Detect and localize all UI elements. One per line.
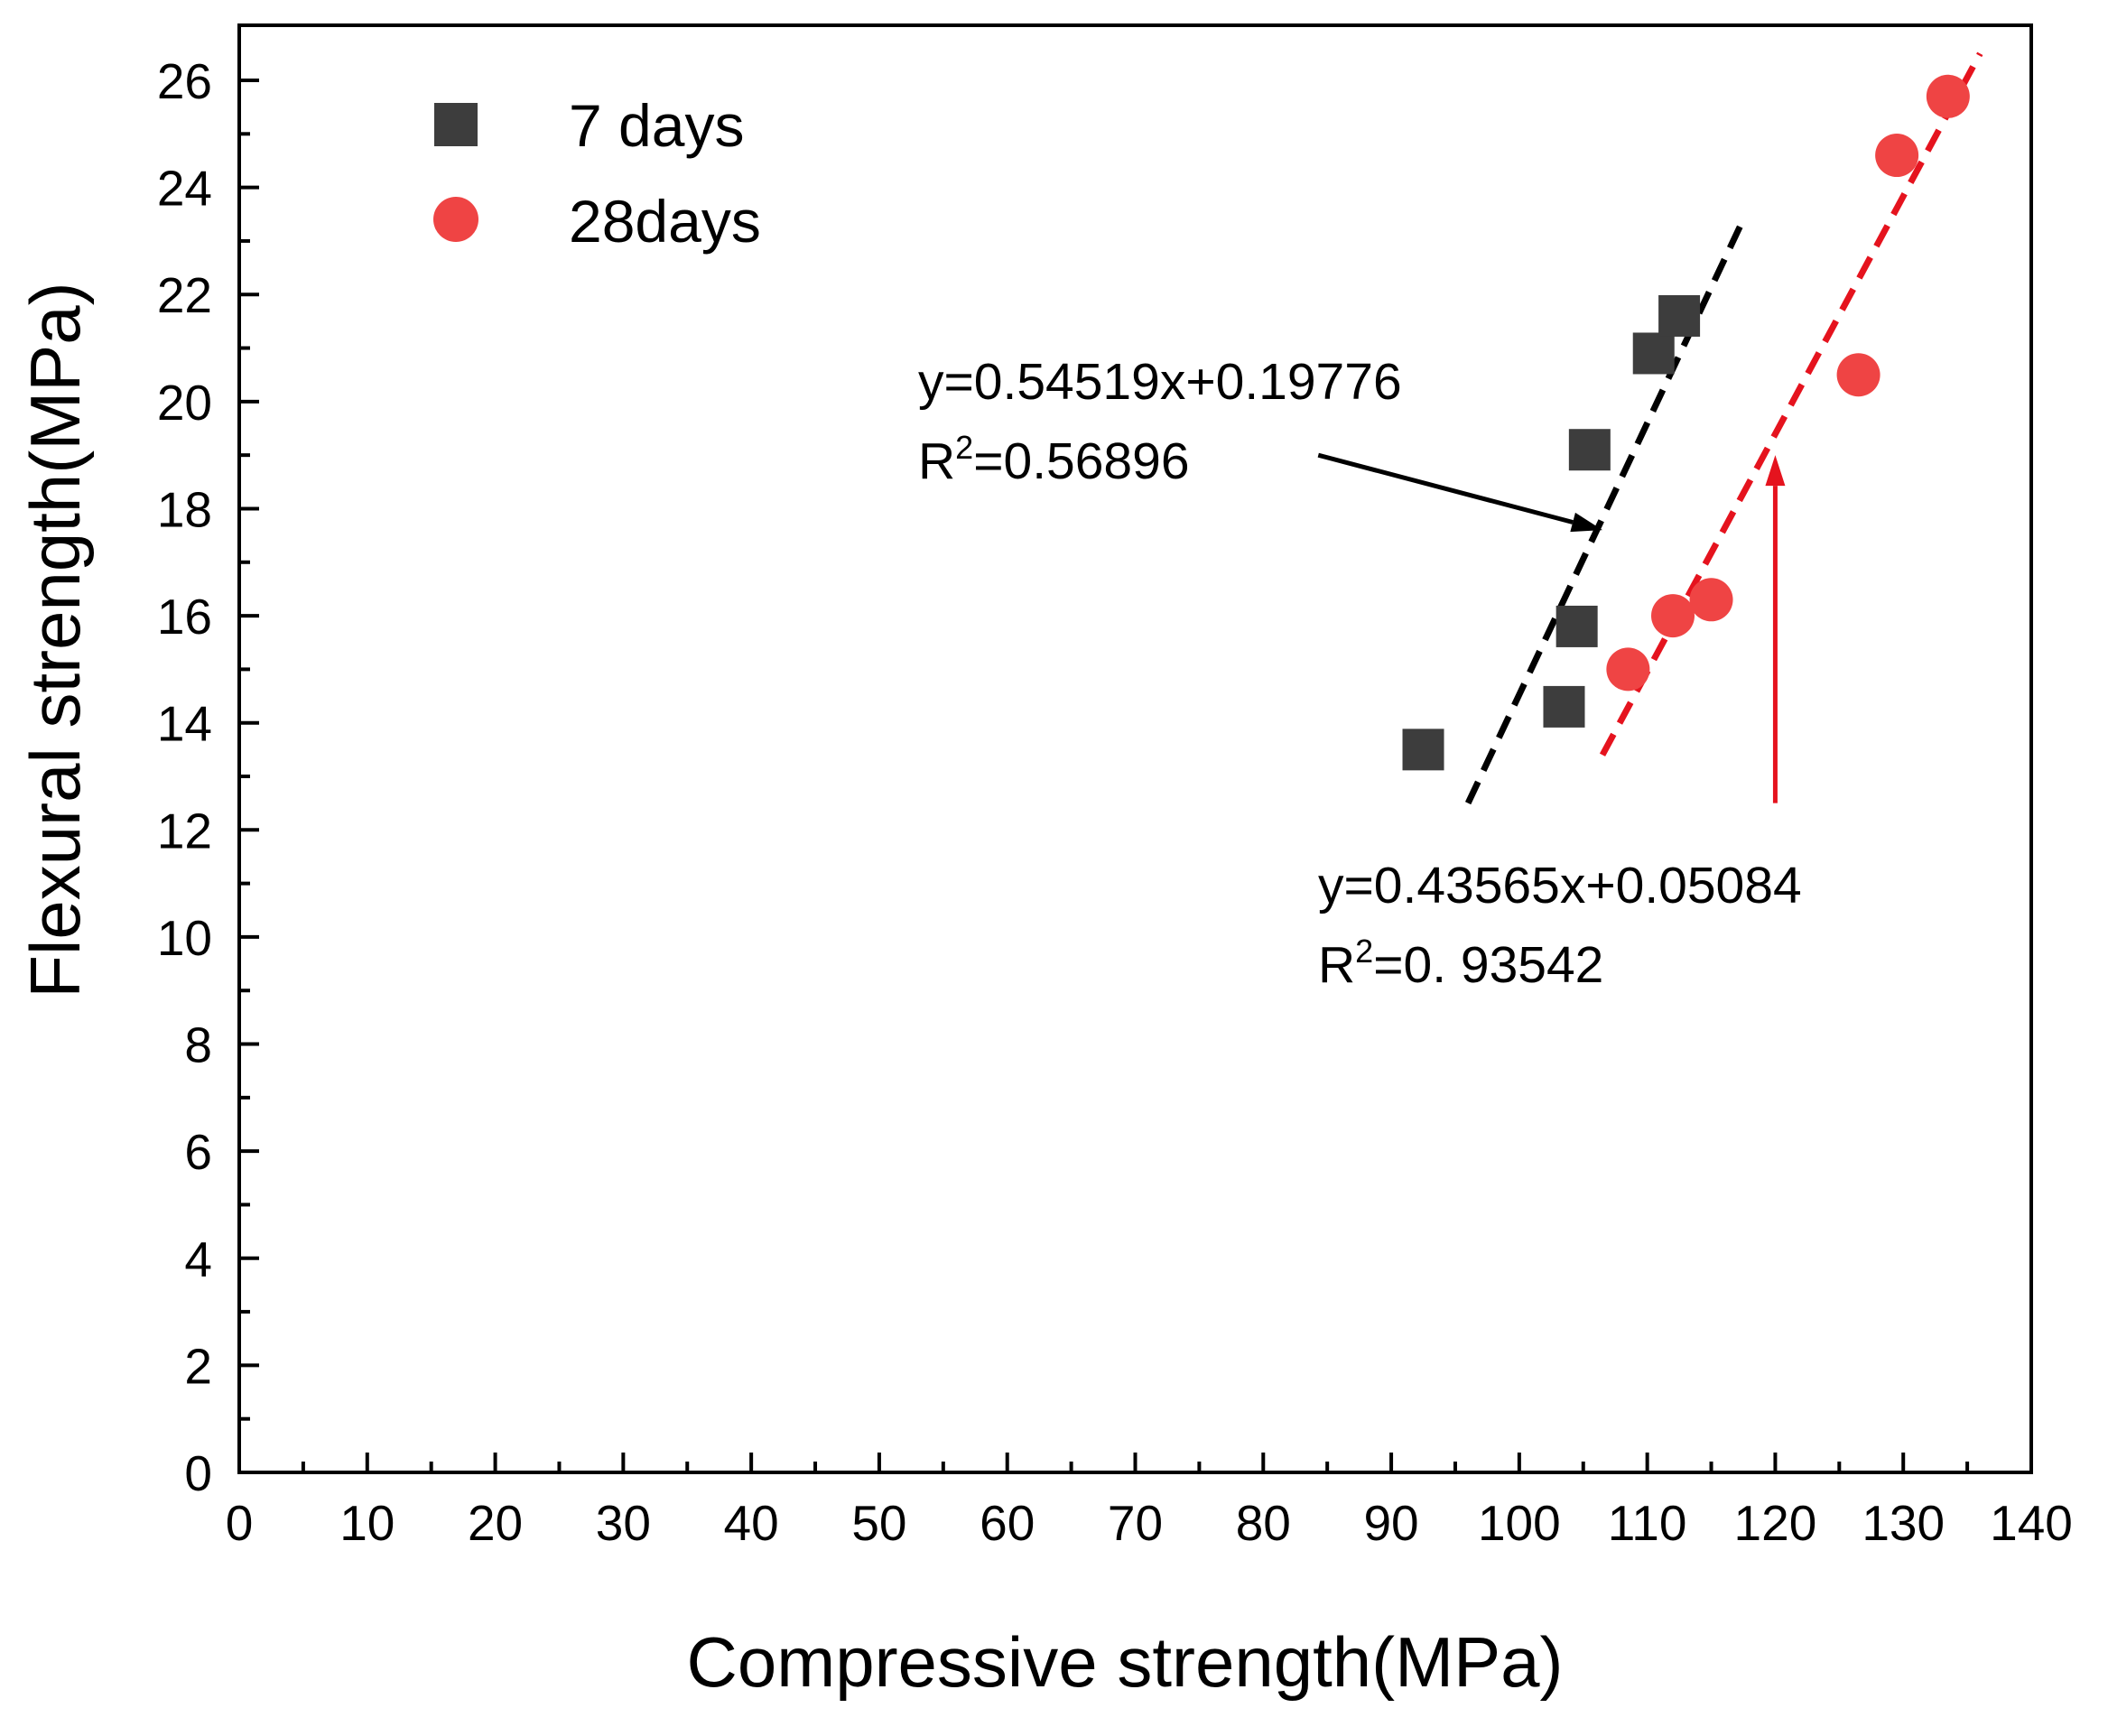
annotation-arrow-7-days (1317, 452, 1574, 525)
x-tick-label: 80 (1236, 1495, 1291, 1551)
fit-equation-7-days: y=0.54519x+0.19776 (918, 353, 1402, 411)
y-tick-label: 8 (184, 1017, 212, 1073)
data-point-28days (1689, 578, 1733, 622)
plot-frame (237, 23, 2033, 1474)
fit-line-7-days (1464, 218, 1747, 805)
x-tick-label: 70 (1108, 1495, 1163, 1551)
x-tick-label: 30 (596, 1495, 651, 1551)
legend-label-28days: 28days (569, 188, 761, 255)
data-point-28days (1651, 594, 1695, 638)
y-tick-label: 24 (157, 161, 212, 217)
fit-line-28days (1599, 51, 1983, 757)
y-tick-label: 12 (157, 803, 212, 859)
data-point-7-days (1568, 429, 1611, 471)
data-point-7-days (1402, 729, 1444, 771)
y-tick-label: 6 (184, 1124, 212, 1180)
annotation-7-days: y=0.54519x+0.19776 R2=0.56896 (918, 353, 1402, 490)
x-tick-label: 100 (1478, 1495, 1561, 1551)
data-point-7-days (1632, 332, 1675, 375)
x-tick-label: 50 (851, 1495, 906, 1551)
annotation-arrow-7-days-head (1570, 512, 1603, 533)
x-tick-label: 140 (1990, 1495, 2073, 1551)
x-tick-label: 40 (724, 1495, 779, 1551)
data-point-28days (1836, 353, 1880, 397)
y-tick-label: 22 (157, 267, 212, 323)
y-tick-label: 0 (184, 1445, 212, 1501)
y-tick-label: 16 (157, 589, 212, 645)
y-tick-label: 26 (157, 53, 212, 109)
fit-r2-28days: R2=0. 93542 (1318, 933, 1603, 994)
x-tick-label: 120 (1734, 1495, 1817, 1551)
x-tick-label: 110 (1608, 1495, 1687, 1551)
fit-r2-7-days: R2=0.56896 (918, 429, 1190, 490)
legend-marker-28days (433, 197, 478, 242)
y-tick-label: 14 (157, 696, 212, 752)
legend-marker-7-days (434, 103, 478, 146)
x-tick-label: 20 (468, 1495, 523, 1551)
x-tick-label: 10 (339, 1495, 395, 1551)
data-point-7-days (1555, 605, 1598, 647)
data-point-28days (1606, 647, 1650, 692)
data-point-7-days (1543, 685, 1585, 728)
fit-equation-28days: y=0.43565x+0.05084 (1318, 857, 1802, 914)
x-tick-label: 60 (980, 1495, 1035, 1551)
annotation-arrow-28days-head (1765, 455, 1786, 487)
x-tick-label: 90 (1363, 1495, 1418, 1551)
x-tick-label: 130 (1862, 1495, 1945, 1551)
x-tick-label: 0 (226, 1495, 254, 1551)
x-axis-title: Compressive strength(MPa) (687, 1622, 1564, 1702)
y-tick-label: 4 (184, 1231, 212, 1287)
y-tick-label: 18 (157, 481, 212, 537)
data-point-28days (1926, 74, 1970, 118)
y-tick-label: 10 (157, 910, 212, 966)
annotation-28days: y=0.43565x+0.05084 R2=0. 93542 (1318, 857, 1802, 994)
y-tick-label: 20 (157, 375, 212, 431)
data-point-7-days (1658, 294, 1701, 337)
legend-label-7-days: 7 days (569, 92, 744, 159)
y-axis-title: Flexural strength(MPa) (15, 282, 95, 998)
data-point-28days (1875, 134, 1919, 178)
y-tick-label: 2 (184, 1338, 212, 1394)
legend: 7 days 28days (433, 92, 761, 255)
